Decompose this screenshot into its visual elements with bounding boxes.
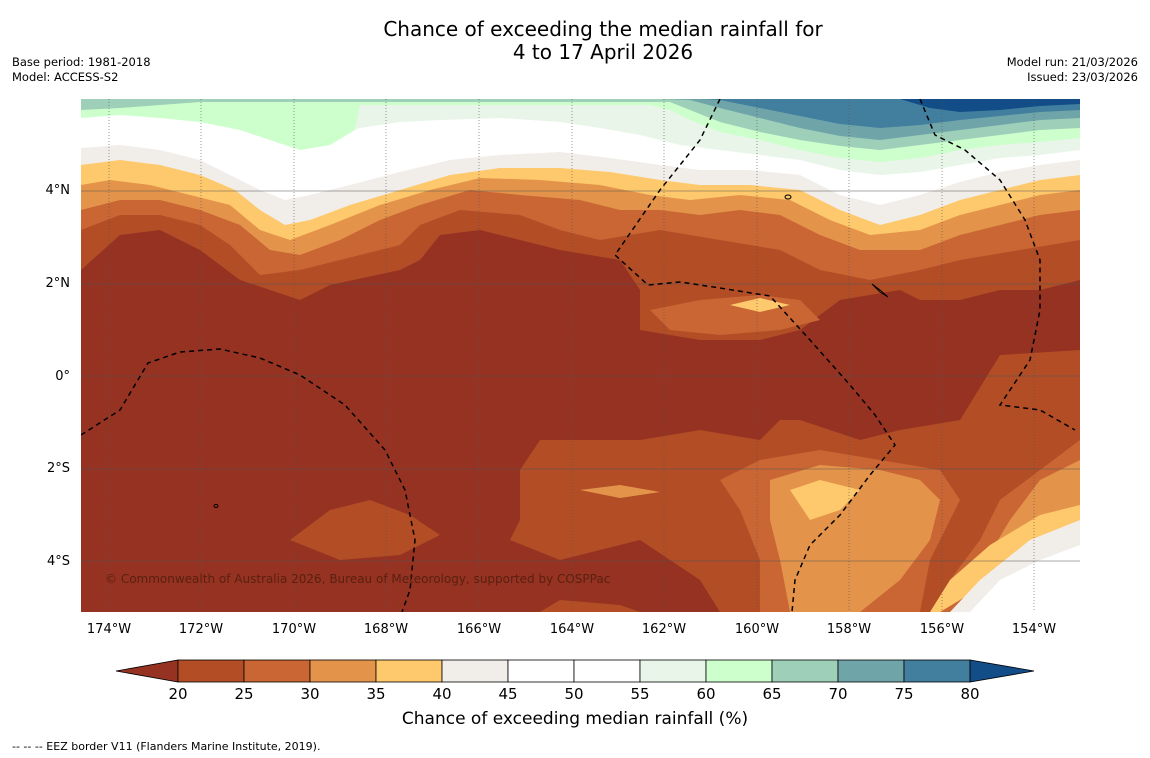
colorbar-segment <box>639 659 707 683</box>
model-name: Model: ACCESS-S2 <box>12 70 119 84</box>
band-top <box>900 99 1080 112</box>
colorbar-segment <box>837 659 905 683</box>
band-50-60-se <box>970 545 1080 612</box>
lon-label-164w: 164°W <box>549 622 595 637</box>
eez-borders <box>81 99 1076 612</box>
colorbar-tick-label: 40 <box>432 685 452 703</box>
colorbar-segment <box>573 659 641 683</box>
issued-date: Issued: 23/03/2026 <box>1027 70 1138 84</box>
colorbar-tick-label: 25 <box>234 685 254 703</box>
colorbar-tick-label: 20 <box>168 685 188 703</box>
lon-label-166w: 166°W <box>456 622 502 637</box>
lon-label-170w: 170°W <box>271 622 317 637</box>
map-title: Chance of exceeding the median rainfall … <box>0 18 1150 64</box>
colorbar-extend-high <box>969 659 1035 683</box>
meta-right: Model run: 21/03/2026 Issued: 23/03/2026 <box>1007 55 1138 85</box>
colorbar-segment <box>771 659 839 683</box>
lat-label-4s: 4°S <box>46 554 70 569</box>
band-35-40-blob <box>580 485 660 498</box>
meta-left: Base period: 1981-2018 Model: ACCESS-S2 <box>12 55 151 85</box>
lat-label-0: 0° <box>55 369 70 384</box>
lon-label-168w: 168°W <box>363 622 409 637</box>
colorbar-tick-label: 60 <box>696 685 716 703</box>
colorbar-segment <box>441 659 509 683</box>
colorbar-tick-label: 75 <box>894 685 914 703</box>
colorbar <box>115 659 1035 683</box>
lat-lines <box>81 190 1080 562</box>
lon-label-158w: 158°W <box>826 622 872 637</box>
lon-label-174w: 174°W <box>86 622 132 637</box>
contour-layer <box>81 99 1080 612</box>
title-line-1: Chance of exceeding the median rainfall … <box>383 17 823 41</box>
model-run: Model run: 21/03/2026 <box>1006 55 1138 69</box>
colorbar-extend-low <box>115 659 179 683</box>
base-period: Base period: 1981-2018 <box>12 55 151 69</box>
band-40-45-south <box>790 480 860 520</box>
eez-footnote: -- -- -- EEZ border V11 (Flanders Marine… <box>12 740 321 753</box>
islands <box>213 194 889 508</box>
colorbar-segment <box>375 659 443 683</box>
title-line-2: 4 to 17 April 2026 <box>512 40 694 64</box>
colorbar-tick-label: 70 <box>828 685 848 703</box>
colorbar-tick-label: 45 <box>498 685 518 703</box>
colorbar-tick-label: 50 <box>564 685 584 703</box>
band-40-45-se <box>930 505 1080 612</box>
band-25-30-blob <box>290 500 440 560</box>
colorbar-segment <box>177 659 245 683</box>
lon-label-154w: 154°W <box>1011 622 1057 637</box>
colorbar-tick-label: 35 <box>366 685 386 703</box>
colorbar-tick-label: 55 <box>630 685 650 703</box>
colorbar-segment <box>243 659 311 683</box>
lon-label-160w: 160°W <box>734 622 780 637</box>
lon-label-162w: 162°W <box>641 622 687 637</box>
colorbar-tick-label: 65 <box>762 685 782 703</box>
lat-label-2s: 2°S <box>46 461 70 476</box>
lat-label-2n: 2°N <box>45 276 71 291</box>
copyright-notice: © Commonwealth of Australia 2026, Bureau… <box>105 572 611 586</box>
colorbar-tick-label: 30 <box>300 685 320 703</box>
lat-label-4n: 4°N <box>45 183 71 198</box>
colorbar-title: Chance of exceeding median rainfall (%) <box>401 709 749 729</box>
colorbar-tick-label: 80 <box>960 685 980 703</box>
band-25-30-south <box>540 600 640 612</box>
colorbar-segment <box>309 659 377 683</box>
colorbar-segment <box>507 659 575 683</box>
lon-label-156w: 156°W <box>919 622 965 637</box>
colorbar-segment <box>903 659 971 683</box>
lon-label-172w: 172°W <box>178 622 224 637</box>
colorbar-segment <box>705 659 773 683</box>
